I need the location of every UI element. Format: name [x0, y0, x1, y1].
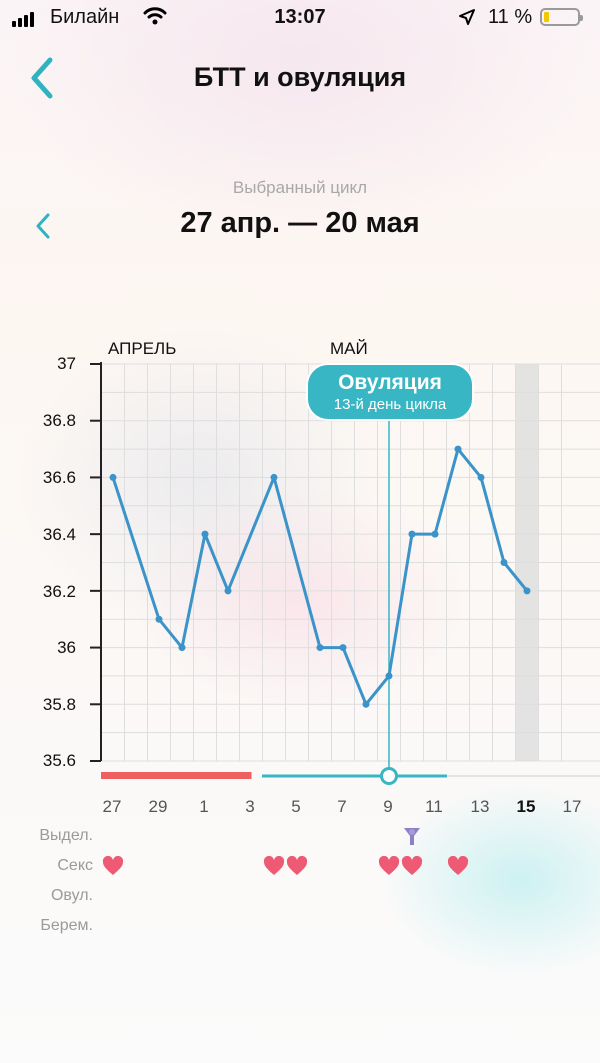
heart-icon[interactable]	[102, 856, 124, 876]
y-tick-label: 36.8	[42, 411, 76, 430]
y-tick-label: 36.2	[42, 582, 76, 601]
month-label-may: МАЙ	[330, 339, 368, 358]
x-tick-label: 3	[245, 797, 255, 816]
x-tick-label: 27	[102, 797, 122, 816]
bbt-point	[523, 587, 531, 595]
y-tick-label: 36	[57, 638, 76, 657]
bbt-point	[155, 615, 163, 623]
x-tick-label: 29	[148, 797, 168, 816]
x-tick-label: 7	[337, 797, 347, 816]
row-label-pregnancy: Берем.	[40, 917, 93, 934]
cycle-caption: Выбранный цикл	[232, 178, 368, 197]
bbt-point	[477, 473, 485, 481]
clock: 13:07	[274, 6, 326, 28]
row-label-ovulation: Овул.	[50, 887, 93, 904]
bbt-point	[385, 672, 393, 680]
x-tick-label: 11	[425, 797, 443, 816]
y-tick-label: 36.4	[42, 525, 76, 544]
heart-icon[interactable]	[378, 856, 400, 876]
x-tick-label: 5	[291, 797, 301, 816]
row-label-discharge: Выдел.	[39, 827, 93, 844]
x-tick-label: 1	[199, 797, 209, 816]
bbt-point	[178, 644, 186, 652]
bbt-point	[408, 530, 416, 538]
back-button[interactable]	[28, 56, 56, 100]
ovulation-badge[interactable]: Овуляция 13-й день цикла	[306, 363, 474, 421]
battery-percent: 11 %	[488, 6, 533, 28]
month-label-april: АПРЕЛЬ	[108, 339, 177, 358]
chevron-left-icon	[31, 57, 53, 99]
ovulation-badge-subtitle: 13-й день цикла	[333, 396, 447, 413]
bbt-line	[111, 447, 529, 706]
bbt-point	[201, 530, 209, 538]
bbt-point	[454, 445, 462, 453]
x-tick-label: 17	[562, 797, 582, 816]
bbt-point	[500, 559, 508, 566]
y-tick-label: 35.8	[42, 695, 76, 714]
x-tick-label: 13	[470, 797, 490, 816]
bbt-point	[316, 644, 324, 652]
cycle-range: 27 апр. — 20 мая	[180, 207, 420, 239]
wifi-icon	[143, 7, 167, 25]
signal-icon	[12, 12, 34, 27]
status-bar: Билайн 13:07 11 %	[0, 0, 600, 36]
bbt-point	[224, 587, 232, 595]
bbt-point	[339, 644, 347, 652]
heart-icon[interactable]	[401, 856, 423, 876]
bbt-point	[270, 473, 278, 481]
y-tick-label: 36.6	[42, 468, 76, 487]
heart-icon[interactable]	[286, 856, 308, 876]
ovulation-marker	[380, 767, 398, 785]
bbt-chart[interactable]	[0, 0, 600, 800]
y-tick-label: 37	[57, 354, 76, 373]
chevron-left-icon	[36, 213, 50, 239]
discharge-drop-icon[interactable]	[402, 826, 422, 848]
y-tick-label: 35.6	[42, 751, 76, 770]
page-title: БТТ и овуляция	[193, 62, 407, 92]
carrier-name: Билайн	[50, 6, 120, 28]
battery-icon	[540, 8, 583, 26]
x-tick-label: 9	[383, 797, 393, 816]
x-tick-label-today: 15	[516, 797, 536, 816]
prev-cycle-button[interactable]	[34, 212, 52, 240]
period-bar	[101, 772, 252, 779]
heart-icon[interactable]	[263, 856, 285, 876]
location-icon	[459, 9, 475, 25]
bbt-point	[109, 473, 117, 481]
bbt-point	[362, 700, 370, 708]
bbt-point	[431, 530, 439, 538]
row-label-sex: Секс	[57, 857, 93, 874]
heart-icon[interactable]	[447, 856, 469, 876]
ovulation-badge-title: Овуляция	[338, 371, 442, 394]
